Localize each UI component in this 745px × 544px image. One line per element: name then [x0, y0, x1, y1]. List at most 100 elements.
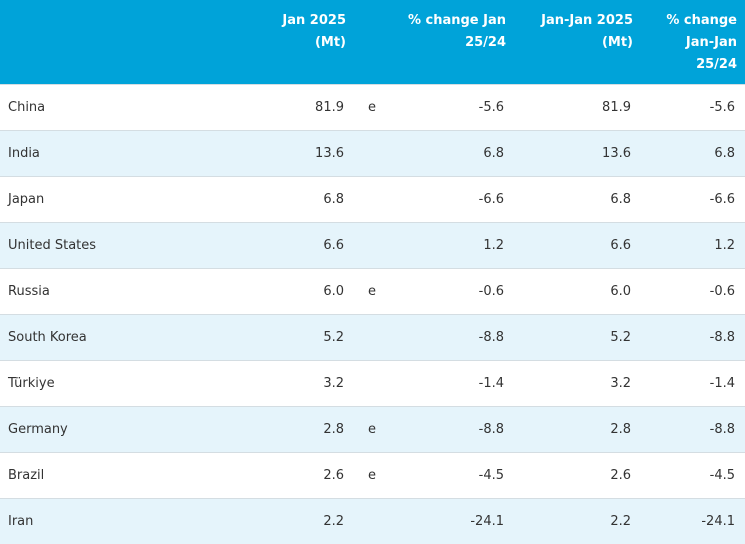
header-line: 25/24	[696, 57, 737, 72]
change-cell: -1.4	[404, 360, 514, 406]
cell-text: 13.6	[602, 145, 631, 161]
cell-text: -0.6	[709, 283, 735, 299]
cell-text: 6.8	[483, 145, 504, 161]
country-cell: India	[0, 130, 260, 176]
table-row: India 13.6 6.8 13.6 6.8	[0, 130, 745, 176]
cell-text: -5.6	[478, 99, 504, 115]
cell-text: Germany	[8, 421, 68, 437]
cell-text: 6.8	[323, 191, 344, 207]
value-cell: 5.2	[260, 314, 354, 360]
value-cell: 3.2	[260, 360, 354, 406]
change-cell: 6.8	[641, 130, 745, 176]
column-header	[354, 0, 404, 84]
estimate-flag	[354, 314, 404, 360]
cell-text: Iran	[8, 513, 34, 529]
value-cell: 2.6	[514, 452, 641, 498]
cell-text: 81.9	[602, 99, 631, 115]
header-line: % change Jan	[407, 13, 506, 28]
cell-text: e	[368, 99, 376, 115]
table-row: Germany 2.8 e -8.8 2.8 -8.8	[0, 406, 745, 452]
cell-text: -6.6	[478, 191, 504, 207]
cell-text: -8.8	[478, 329, 504, 345]
value-cell: 2.6	[260, 452, 354, 498]
estimate-flag: e	[354, 406, 404, 452]
header-line: (Mt)	[314, 35, 346, 50]
country-cell: China	[0, 84, 260, 130]
change-cell: -1.4	[641, 360, 745, 406]
change-cell: 1.2	[404, 222, 514, 268]
change-cell: -4.5	[641, 452, 745, 498]
value-cell: 5.2	[514, 314, 641, 360]
cell-text: 81.9	[315, 99, 344, 115]
cell-text: -6.6	[709, 191, 735, 207]
cell-text: -1.4	[709, 375, 735, 391]
value-cell: 81.9	[260, 84, 354, 130]
header-line: Jan-Jan 2025	[541, 13, 633, 28]
change-cell: -6.6	[641, 176, 745, 222]
cell-text: 6.0	[610, 283, 631, 299]
table-row: China 81.9 e -5.6 81.9 -5.6	[0, 84, 745, 130]
cell-text: 6.8	[714, 145, 735, 161]
cell-text: e	[368, 467, 376, 483]
table-row: South Korea 5.2 -8.8 5.2 -8.8	[0, 314, 745, 360]
change-cell: -0.6	[641, 268, 745, 314]
change-cell: -6.6	[404, 176, 514, 222]
cell-text: Türkiye	[8, 375, 55, 391]
table-row: United States 6.6 1.2 6.6 1.2	[0, 222, 745, 268]
estimate-flag: e	[354, 84, 404, 130]
country-cell: Türkiye	[0, 360, 260, 406]
cell-text: Russia	[8, 283, 50, 299]
estimate-flag	[354, 130, 404, 176]
header-line: 25/24	[465, 35, 506, 50]
cell-text: 5.2	[610, 329, 631, 345]
table-row: Türkiye 3.2 -1.4 3.2 -1.4	[0, 360, 745, 406]
estimate-flag: e	[354, 452, 404, 498]
value-cell: 6.8	[260, 176, 354, 222]
column-header	[0, 0, 260, 84]
country-cell: Russia	[0, 268, 260, 314]
cell-text: -0.6	[478, 283, 504, 299]
value-cell: 2.2	[514, 498, 641, 544]
cell-text: China	[8, 99, 46, 115]
value-cell: 13.6	[260, 130, 354, 176]
cell-text: 3.2	[323, 375, 344, 391]
cell-text: 5.2	[323, 329, 344, 345]
header-line: % change	[666, 13, 737, 28]
value-cell: 81.9	[514, 84, 641, 130]
cell-text: 2.6	[610, 467, 631, 483]
change-cell: 1.2	[641, 222, 745, 268]
cell-text: e	[368, 421, 376, 437]
value-cell: 13.6	[514, 130, 641, 176]
estimate-flag: e	[354, 268, 404, 314]
cell-text: -24.1	[701, 513, 735, 529]
value-cell: 6.0	[260, 268, 354, 314]
cell-text: -8.8	[709, 421, 735, 437]
cell-text: -8.8	[709, 329, 735, 345]
table-row: Iran 2.2 -24.1 2.2 -24.1	[0, 498, 745, 544]
table-body: China 81.9 e -5.6 81.9 -5.6 India 13.6 6.8 13.6 6.…	[0, 84, 745, 544]
cell-text: -4.5	[478, 467, 504, 483]
header-line: Jan-Jan	[685, 35, 737, 50]
header-row: Jan 2025 (Mt) % change Jan 25/24 Jan-Jan 202…	[0, 0, 745, 84]
cell-text: -5.6	[709, 99, 735, 115]
cell-text: India	[8, 145, 40, 161]
change-cell: 6.8	[404, 130, 514, 176]
value-cell: 6.6	[514, 222, 641, 268]
value-cell: 2.8	[514, 406, 641, 452]
cell-text: -24.1	[470, 513, 504, 529]
change-cell: -8.8	[641, 314, 745, 360]
cell-text: -8.8	[478, 421, 504, 437]
country-cell: Brazil	[0, 452, 260, 498]
cell-text: 1.2	[483, 237, 504, 253]
change-cell: -8.8	[641, 406, 745, 452]
header-line: Jan 2025	[282, 13, 346, 28]
cell-text: 6.6	[610, 237, 631, 253]
value-cell: 3.2	[514, 360, 641, 406]
change-cell: -5.6	[404, 84, 514, 130]
value-cell: 6.8	[514, 176, 641, 222]
cell-text: 2.8	[610, 421, 631, 437]
estimate-flag	[354, 176, 404, 222]
country-cell: United States	[0, 222, 260, 268]
